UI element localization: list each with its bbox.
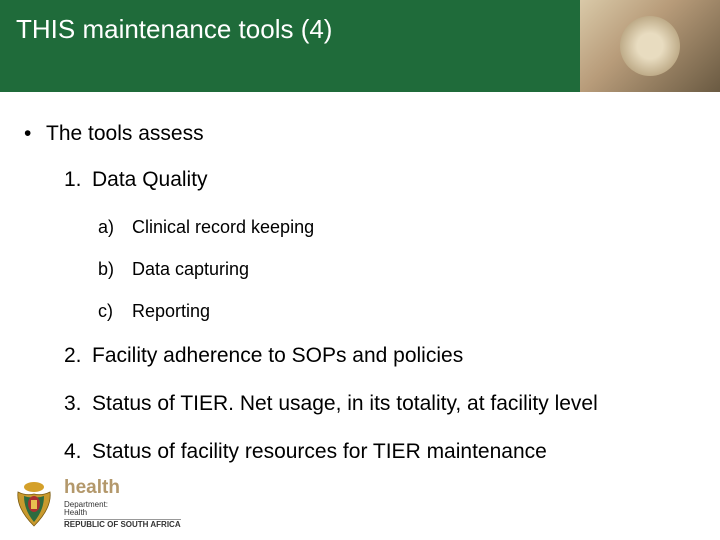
list-item: 2. Facility adherence to SOPs and polici… (64, 342, 696, 370)
num-text: Status of TIER. Net usage, in its totali… (92, 390, 598, 418)
footer-health-line: Health (64, 509, 181, 518)
header-photo-inner (620, 16, 680, 76)
header-photo (580, 0, 720, 92)
bullet-marker: • (24, 120, 46, 148)
num-marker: 2. (64, 342, 92, 370)
sub-list: a) Clinical record keeping b) Data captu… (64, 215, 696, 324)
sub-text: Reporting (132, 299, 210, 323)
sub-item: b) Data capturing (98, 257, 696, 281)
coat-of-arms-icon (12, 480, 56, 528)
footer-text: health Department: Health REPUBLIC OF SO… (64, 478, 181, 530)
list-item: 4. Status of facility resources for TIER… (64, 438, 696, 466)
numbered-list: 1. Data Quality a) Clinical record keepi… (24, 166, 696, 466)
footer-brand: health (64, 478, 181, 499)
sub-marker: a) (98, 215, 132, 239)
sub-marker: c) (98, 299, 132, 323)
num-marker: 1. (64, 166, 92, 194)
sub-item: a) Clinical record keeping (98, 215, 696, 239)
slide-content: • The tools assess 1. Data Quality a) Cl… (0, 92, 720, 467)
num-text: Data Quality (92, 166, 208, 194)
sub-item: c) Reporting (98, 299, 696, 323)
num-marker: 4. (64, 438, 92, 466)
sub-text: Data capturing (132, 257, 249, 281)
list-item: 3. Status of TIER. Net usage, in its tot… (64, 390, 696, 418)
sub-text: Clinical record keeping (132, 215, 314, 239)
bullet-row: • The tools assess (24, 120, 696, 148)
footer-country: REPUBLIC OF SOUTH AFRICA (64, 519, 181, 530)
num-text: Facility adherence to SOPs and policies (92, 342, 463, 370)
list-item: 1. Data Quality a) Clinical record keepi… (64, 166, 696, 323)
slide-header: THIS maintenance tools (4) (0, 0, 720, 92)
footer-logo: health Department: Health REPUBLIC OF SO… (12, 478, 181, 530)
sub-marker: b) (98, 257, 132, 281)
bullet-text: The tools assess (46, 120, 204, 148)
num-text: Status of facility resources for TIER ma… (92, 438, 547, 466)
num-marker: 3. (64, 390, 92, 418)
